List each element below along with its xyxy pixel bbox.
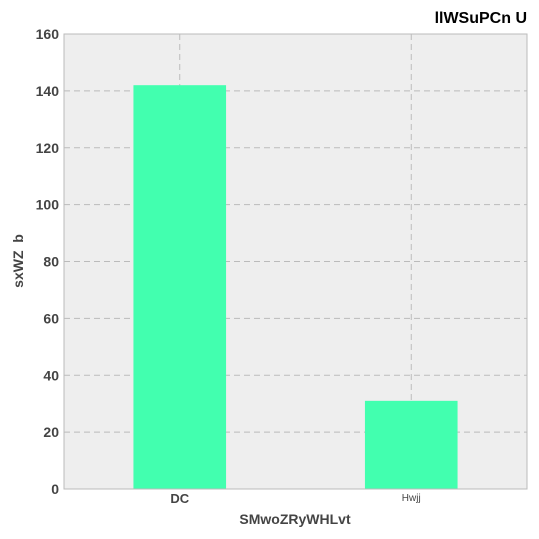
bar-dc bbox=[133, 85, 227, 489]
y-tick-labels: 0 20 40 60 80 100 120 140 160 bbox=[36, 26, 60, 497]
y-tick-label: 140 bbox=[36, 83, 60, 99]
y-tick-label: 120 bbox=[36, 140, 60, 156]
chart-title: llWSuPCn U bbox=[435, 10, 527, 27]
y-tick-label: 60 bbox=[43, 310, 59, 326]
y-tick-label: 0 bbox=[51, 481, 59, 497]
y-tick-label: 20 bbox=[43, 424, 59, 440]
x-tick-label: Hwjj bbox=[402, 493, 421, 504]
y-tick-label: 40 bbox=[43, 367, 59, 383]
plot-frame bbox=[63, 33, 528, 490]
y-tick-label: 160 bbox=[36, 26, 60, 42]
x-tick-labels: DC Hwjj bbox=[170, 491, 420, 506]
y-tick-label: 100 bbox=[36, 197, 60, 213]
y-axis-label: sxWZ b bbox=[10, 234, 26, 288]
bar-hwjj bbox=[364, 400, 458, 489]
x-tick-label: DC bbox=[170, 491, 189, 506]
x-axis-label: SMwoZRyWHLvt bbox=[239, 511, 351, 527]
bars bbox=[133, 85, 458, 489]
y-tick-label: 80 bbox=[43, 254, 59, 270]
